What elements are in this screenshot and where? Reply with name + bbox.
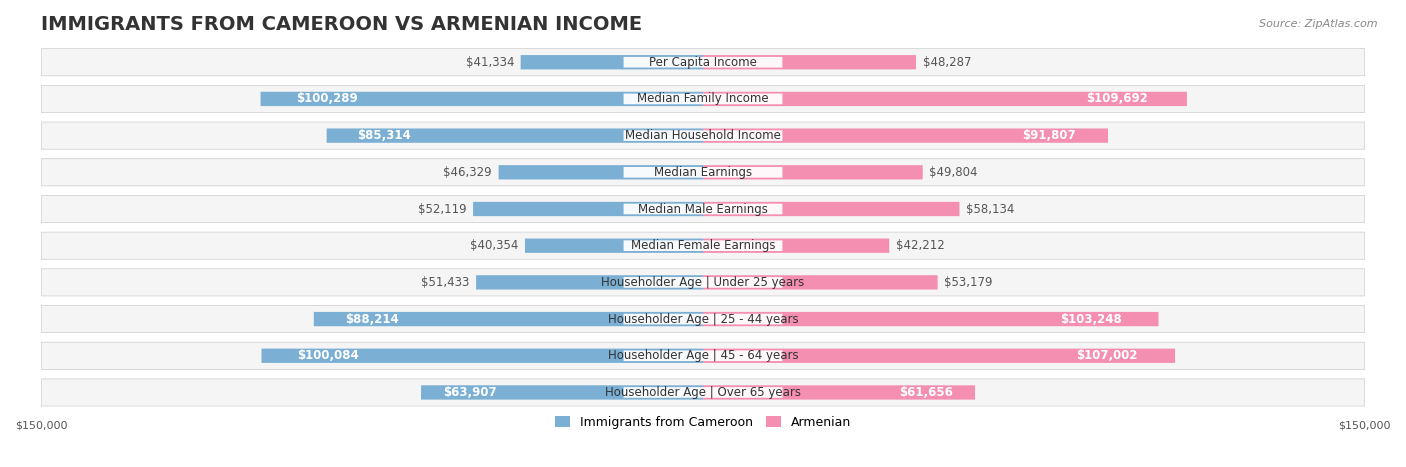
- Text: IMMIGRANTS FROM CAMEROON VS ARMENIAN INCOME: IMMIGRANTS FROM CAMEROON VS ARMENIAN INC…: [41, 15, 643, 34]
- FancyBboxPatch shape: [703, 128, 1108, 143]
- Text: $109,692: $109,692: [1087, 92, 1149, 106]
- FancyBboxPatch shape: [624, 204, 782, 214]
- FancyBboxPatch shape: [524, 239, 703, 253]
- FancyBboxPatch shape: [326, 128, 703, 143]
- FancyBboxPatch shape: [41, 85, 1365, 113]
- Text: $51,433: $51,433: [422, 276, 470, 289]
- Text: Median Male Earnings: Median Male Earnings: [638, 203, 768, 215]
- Text: Householder Age | Over 65 years: Householder Age | Over 65 years: [605, 386, 801, 399]
- FancyBboxPatch shape: [703, 348, 1175, 363]
- FancyBboxPatch shape: [499, 165, 703, 179]
- Text: $107,002: $107,002: [1076, 349, 1137, 362]
- FancyBboxPatch shape: [624, 93, 782, 104]
- FancyBboxPatch shape: [624, 57, 782, 68]
- FancyBboxPatch shape: [472, 202, 703, 216]
- FancyBboxPatch shape: [41, 379, 1365, 406]
- Text: $49,804: $49,804: [929, 166, 977, 179]
- FancyBboxPatch shape: [262, 348, 703, 363]
- FancyBboxPatch shape: [703, 385, 974, 400]
- Text: Median Family Income: Median Family Income: [637, 92, 769, 106]
- Text: Householder Age | 45 - 64 years: Householder Age | 45 - 64 years: [607, 349, 799, 362]
- FancyBboxPatch shape: [41, 195, 1365, 223]
- Text: $48,287: $48,287: [922, 56, 972, 69]
- FancyBboxPatch shape: [624, 387, 782, 398]
- FancyBboxPatch shape: [624, 241, 782, 251]
- FancyBboxPatch shape: [703, 275, 938, 290]
- FancyBboxPatch shape: [314, 312, 703, 326]
- Text: $42,212: $42,212: [896, 239, 945, 252]
- FancyBboxPatch shape: [703, 92, 1187, 106]
- FancyBboxPatch shape: [703, 312, 1159, 326]
- Text: $100,084: $100,084: [297, 349, 359, 362]
- FancyBboxPatch shape: [624, 167, 782, 177]
- Text: Median Female Earnings: Median Female Earnings: [631, 239, 775, 252]
- Text: $58,134: $58,134: [966, 203, 1015, 215]
- FancyBboxPatch shape: [41, 269, 1365, 296]
- FancyBboxPatch shape: [703, 202, 959, 216]
- FancyBboxPatch shape: [41, 159, 1365, 186]
- Text: $63,907: $63,907: [444, 386, 498, 399]
- FancyBboxPatch shape: [260, 92, 703, 106]
- Text: $88,214: $88,214: [344, 312, 399, 325]
- Text: Householder Age | Under 25 years: Householder Age | Under 25 years: [602, 276, 804, 289]
- Text: $85,314: $85,314: [357, 129, 411, 142]
- Text: $61,656: $61,656: [900, 386, 953, 399]
- FancyBboxPatch shape: [703, 239, 889, 253]
- Text: $103,248: $103,248: [1060, 312, 1122, 325]
- FancyBboxPatch shape: [41, 232, 1365, 259]
- FancyBboxPatch shape: [624, 130, 782, 141]
- FancyBboxPatch shape: [703, 165, 922, 179]
- Text: $100,289: $100,289: [295, 92, 357, 106]
- FancyBboxPatch shape: [477, 275, 703, 290]
- FancyBboxPatch shape: [41, 305, 1365, 333]
- Text: $46,329: $46,329: [443, 166, 492, 179]
- FancyBboxPatch shape: [520, 55, 703, 70]
- Text: Per Capita Income: Per Capita Income: [650, 56, 756, 69]
- Text: $53,179: $53,179: [945, 276, 993, 289]
- FancyBboxPatch shape: [624, 314, 782, 325]
- Text: $41,334: $41,334: [465, 56, 515, 69]
- Text: Median Earnings: Median Earnings: [654, 166, 752, 179]
- FancyBboxPatch shape: [41, 122, 1365, 149]
- FancyBboxPatch shape: [703, 55, 917, 70]
- FancyBboxPatch shape: [41, 49, 1365, 76]
- Text: Median Household Income: Median Household Income: [626, 129, 780, 142]
- FancyBboxPatch shape: [420, 385, 703, 400]
- Text: $91,807: $91,807: [1022, 129, 1076, 142]
- FancyBboxPatch shape: [624, 350, 782, 361]
- Text: $40,354: $40,354: [470, 239, 519, 252]
- Text: $52,119: $52,119: [418, 203, 467, 215]
- Text: Source: ZipAtlas.com: Source: ZipAtlas.com: [1260, 19, 1378, 28]
- FancyBboxPatch shape: [624, 277, 782, 288]
- FancyBboxPatch shape: [41, 342, 1365, 369]
- Text: Householder Age | 25 - 44 years: Householder Age | 25 - 44 years: [607, 312, 799, 325]
- Legend: Immigrants from Cameroon, Armenian: Immigrants from Cameroon, Armenian: [550, 411, 856, 434]
